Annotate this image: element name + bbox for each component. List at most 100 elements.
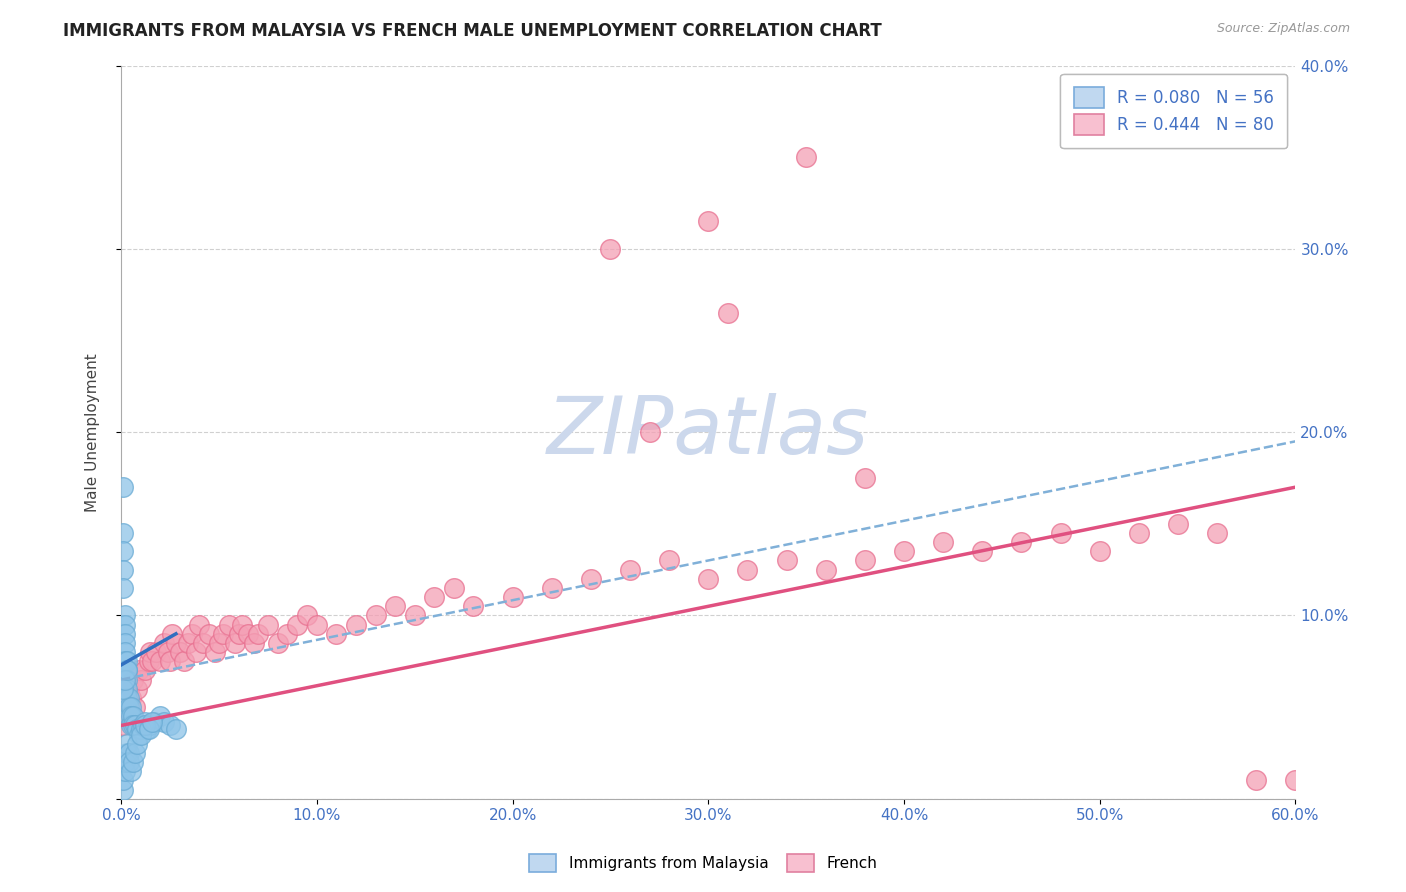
Point <box>129 673 152 687</box>
Text: Source: ZipAtlas.com: Source: ZipAtlas.com <box>1216 22 1350 36</box>
Point <box>160 627 183 641</box>
Point <box>697 214 720 228</box>
Point <box>932 535 955 549</box>
Point <box>228 627 250 641</box>
Point <box>128 664 150 678</box>
Point <box>114 700 136 714</box>
Point <box>122 755 145 769</box>
Point <box>619 563 641 577</box>
Point <box>112 563 135 577</box>
Point <box>1088 544 1111 558</box>
Point <box>143 714 166 729</box>
Point <box>141 714 163 729</box>
Point <box>658 553 681 567</box>
Point <box>115 664 138 678</box>
Point <box>153 636 176 650</box>
Point <box>114 764 136 779</box>
Point <box>1128 526 1150 541</box>
Point <box>404 608 426 623</box>
Point <box>238 627 260 641</box>
Point <box>129 728 152 742</box>
Point <box>157 645 180 659</box>
Point <box>176 636 198 650</box>
Point <box>125 722 148 736</box>
Point <box>138 722 160 736</box>
Point <box>114 636 136 650</box>
Point <box>149 709 172 723</box>
Point <box>128 728 150 742</box>
Point <box>638 425 661 440</box>
Point <box>115 664 138 678</box>
Point <box>1049 526 1071 541</box>
Point <box>114 755 136 769</box>
Y-axis label: Male Unemployment: Male Unemployment <box>86 353 100 511</box>
Point <box>212 627 235 641</box>
Point <box>114 654 136 668</box>
Point <box>159 654 181 668</box>
Text: IMMIGRANTS FROM MALAYSIA VS FRENCH MALE UNEMPLOYMENT CORRELATION CHART: IMMIGRANTS FROM MALAYSIA VS FRENCH MALE … <box>63 22 882 40</box>
Point <box>120 709 142 723</box>
Point <box>173 654 195 668</box>
Point <box>285 617 308 632</box>
Point <box>135 722 157 736</box>
Point <box>697 572 720 586</box>
Point <box>129 722 152 736</box>
Point <box>118 681 141 696</box>
Point <box>540 581 562 595</box>
Point <box>153 714 176 729</box>
Point <box>1206 526 1229 541</box>
Point <box>118 709 141 723</box>
Point <box>122 718 145 732</box>
Point <box>169 645 191 659</box>
Point <box>125 737 148 751</box>
Point <box>138 654 160 668</box>
Point <box>305 617 328 632</box>
Point <box>115 746 138 760</box>
Point <box>443 581 465 595</box>
Point <box>125 681 148 696</box>
Point <box>115 690 138 705</box>
Point <box>463 599 485 614</box>
Point <box>208 636 231 650</box>
Point <box>188 617 211 632</box>
Point <box>134 718 156 732</box>
Point <box>204 645 226 659</box>
Point <box>120 690 142 705</box>
Point <box>112 681 135 696</box>
Legend: Immigrants from Malaysia, French: Immigrants from Malaysia, French <box>522 846 884 880</box>
Point <box>972 544 994 558</box>
Point <box>114 608 136 623</box>
Point <box>198 627 221 641</box>
Point <box>124 718 146 732</box>
Point <box>112 526 135 541</box>
Point <box>295 608 318 623</box>
Point <box>114 627 136 641</box>
Point <box>231 617 253 632</box>
Point <box>384 599 406 614</box>
Point <box>114 645 136 659</box>
Point <box>165 636 187 650</box>
Point <box>115 709 138 723</box>
Point <box>599 242 621 256</box>
Point <box>120 700 142 714</box>
Point <box>794 150 817 164</box>
Point <box>423 590 446 604</box>
Point <box>180 627 202 641</box>
Point <box>112 480 135 494</box>
Legend: R = 0.080   N = 56, R = 0.444   N = 80: R = 0.080 N = 56, R = 0.444 N = 80 <box>1060 74 1286 148</box>
Point <box>853 471 876 485</box>
Point <box>118 690 141 705</box>
Point <box>184 645 207 659</box>
Point <box>717 306 740 320</box>
Point <box>115 654 138 668</box>
Point <box>118 700 141 714</box>
Point <box>134 714 156 729</box>
Point <box>364 608 387 623</box>
Point <box>120 718 142 732</box>
Point <box>193 636 215 650</box>
Point <box>112 544 135 558</box>
Point <box>112 718 135 732</box>
Point <box>115 681 138 696</box>
Point <box>579 572 602 586</box>
Point <box>122 673 145 687</box>
